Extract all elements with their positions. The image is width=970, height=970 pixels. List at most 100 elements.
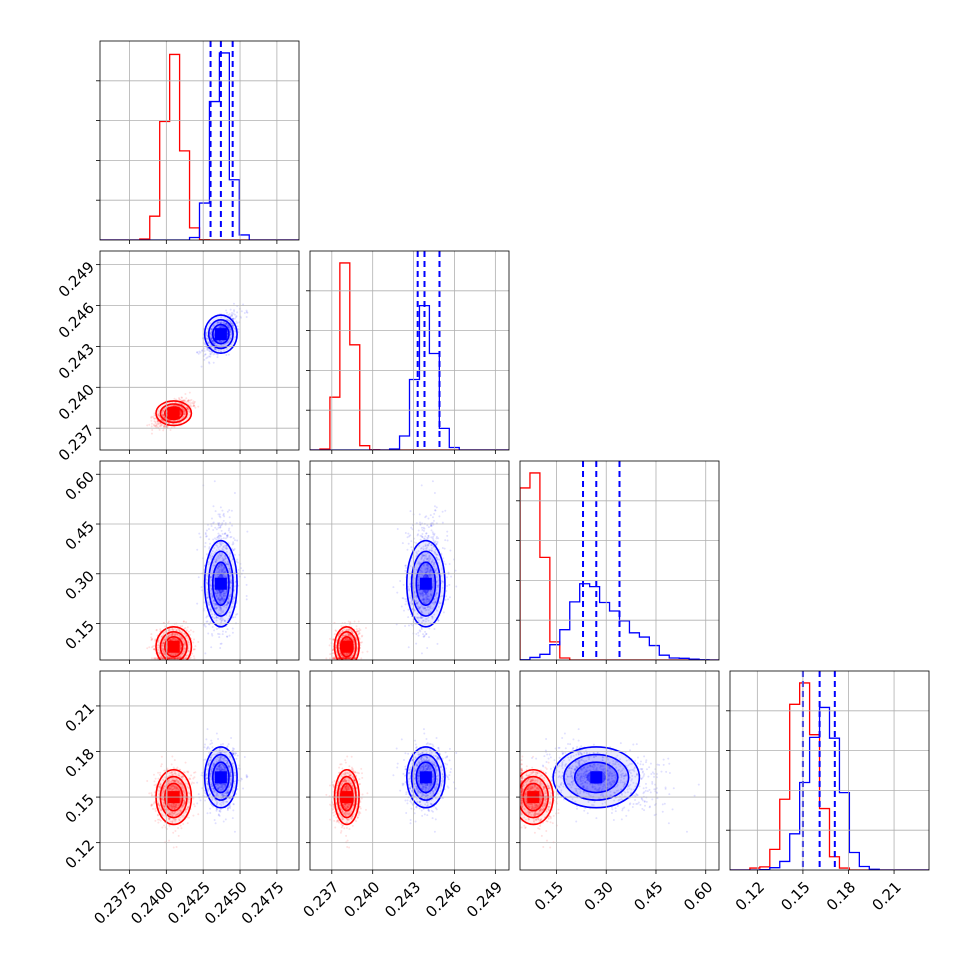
sample-point [219,322,222,325]
sample-point [236,325,239,328]
sample-point [404,598,407,601]
sample-point [218,608,221,611]
sample-point [229,320,232,323]
sample-point [225,322,228,325]
sample-point [222,549,225,552]
sample-point [150,657,153,660]
sample-point [171,634,174,637]
sample-point [180,407,183,410]
sample-point [222,593,225,596]
sample-point [246,311,249,314]
sample-point [218,596,221,599]
sample-point [353,657,356,660]
sample-point [235,560,238,563]
sample-point [230,329,233,332]
sample-point [208,546,211,549]
sample-point [161,644,164,647]
sample-point [225,318,228,321]
sample-point [182,408,185,411]
sample-point [223,515,226,518]
sample-point [162,409,165,412]
sample-point [215,528,218,531]
sample-point [185,400,188,403]
diag-panel-0 [100,41,299,240]
sample-point [211,595,214,598]
sample-point [172,652,175,655]
sample-point [350,630,353,633]
sample-point [197,576,200,579]
sample-point [342,657,345,660]
sample-point [163,652,166,655]
sample-point [217,321,220,324]
sample-point [166,657,169,660]
sample-point [221,570,224,573]
sample-point [213,607,216,610]
sample-point [216,590,219,593]
sample-point [230,313,233,316]
sample-point [186,408,189,411]
sample-point [220,563,223,566]
sample-point [170,657,173,660]
sample-point [156,420,159,423]
sample-point [209,337,212,340]
sample-point [229,320,232,323]
sample-point [180,396,183,399]
sample-point [189,402,192,405]
sample-point [222,512,225,515]
sample-point [417,631,420,634]
sample-point [213,546,216,549]
sample-point [342,657,345,660]
sample-point [181,637,184,640]
sample-point [348,657,351,660]
sample-point [185,655,188,658]
sample-point [344,657,347,660]
sample-point [211,340,214,343]
sample-point [446,530,449,533]
sample-point [419,521,422,524]
sample-point [163,638,166,641]
sample-point [174,401,177,404]
sample-point [214,592,217,595]
sample-point [182,643,185,646]
sample-point [217,591,220,594]
sample-point [230,579,233,582]
sample-point [226,560,229,563]
sample-point [220,564,223,567]
sample-point [154,417,157,420]
sample-point [219,593,222,596]
sample-point [183,627,186,630]
sample-point [183,399,186,402]
sample-point [176,657,179,660]
sample-point [231,602,234,605]
sample-point [205,332,208,335]
sample-point [236,311,239,314]
sample-point [231,600,234,603]
sample-point [220,543,223,546]
pair-panel-1-0 [146,302,249,435]
sample-point [226,601,229,604]
sample-point [184,412,187,415]
sample-point [426,646,429,649]
sample-point [194,406,197,409]
sample-point [221,548,224,551]
sample-point [233,571,236,574]
sample-point [174,653,177,656]
sample-point [235,613,238,616]
sample-point [220,523,223,526]
sample-point [348,657,351,660]
sample-point [153,648,156,651]
diag-panel-3 [730,671,929,870]
sample-point [214,592,217,595]
sample-point [224,532,227,535]
sample-point [217,564,220,567]
sample-point [349,656,352,659]
sample-point [213,342,216,345]
sample-point [223,594,226,597]
sample-point [345,657,348,660]
sample-point [434,509,437,512]
sample-point [345,657,348,660]
sample-point [217,513,220,516]
sample-point [348,657,351,660]
sample-point [344,657,347,660]
